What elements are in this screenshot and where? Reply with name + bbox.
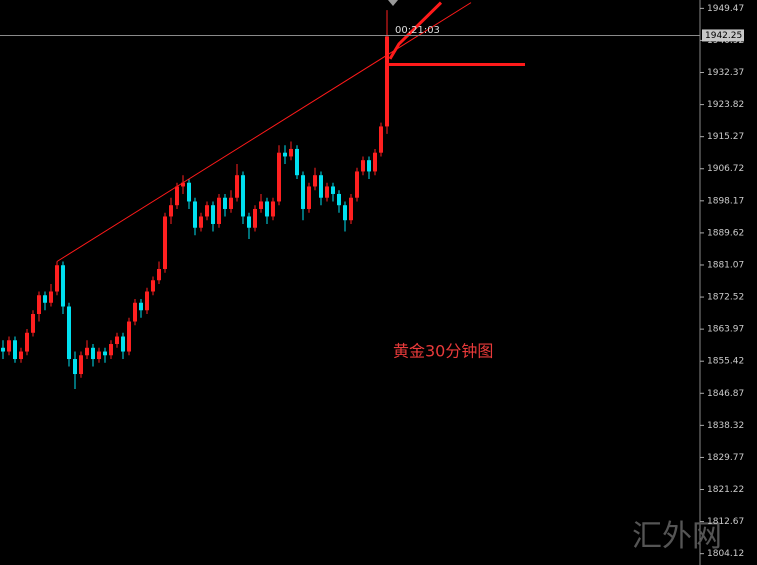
candle-body (187, 182, 191, 202)
candle-body (217, 197, 221, 224)
candle-body (145, 291, 149, 311)
y-tick-label: 1949.47 (707, 4, 744, 14)
candle-body (61, 265, 65, 307)
candle-body (355, 171, 359, 198)
y-tick-label: 1889.62 (707, 228, 744, 238)
arrow-line (388, 1, 443, 60)
candle-body (139, 302, 143, 311)
candle-body (13, 340, 17, 360)
annotation: 黄金30分钟图 (393, 342, 493, 361)
candle-body (85, 347, 89, 356)
candle-body (325, 186, 329, 198)
candle-body (55, 265, 59, 292)
candle-body (169, 205, 173, 217)
y-tick-label: 1855.42 (707, 357, 744, 367)
watermark: 汇外网 (632, 519, 722, 554)
candle-body (271, 201, 275, 217)
candle-body (313, 175, 317, 187)
candle-body (229, 197, 233, 209)
y-tick-label: 1906.72 (707, 164, 744, 174)
time-label: 00:21:03 (395, 25, 440, 36)
candle-body (235, 175, 239, 198)
y-tick-label: 1804.12 (707, 549, 744, 559)
candle-body (253, 208, 257, 228)
candle-body (67, 306, 71, 360)
candle-body (199, 216, 203, 228)
candle-body (157, 268, 161, 281)
y-tick-label: 1932.37 (707, 68, 744, 78)
candle-body (265, 201, 269, 217)
candle-body (121, 336, 125, 352)
candle-body (373, 152, 377, 172)
y-tick-label: 1915.27 (707, 132, 744, 142)
candle-body (385, 36, 389, 127)
candle-body (211, 205, 215, 224)
candle-body (349, 197, 353, 221)
y-tick-label: 1821.22 (707, 485, 744, 495)
candle-body (97, 351, 101, 360)
candle-body (49, 291, 53, 303)
y-tick-label: 1812.67 (707, 517, 744, 527)
y-tick-label: 1829.77 (707, 453, 744, 463)
candle-body (19, 351, 23, 360)
candle-body (283, 152, 287, 157)
candle-body (205, 205, 209, 217)
y-tick-label: 1863.97 (707, 325, 744, 335)
candle-body (367, 160, 371, 172)
y-tick-label: 1838.32 (707, 421, 744, 431)
candle-body (379, 126, 383, 153)
candle-body (1, 347, 5, 352)
candle-body (103, 351, 107, 356)
candle-body (127, 321, 131, 352)
candle-body (43, 295, 47, 303)
candle-body (337, 193, 341, 206)
time-marker (388, 0, 398, 6)
candle-body (301, 175, 305, 209)
candle-body (223, 197, 227, 209)
candle-body (193, 201, 197, 228)
candle-body (319, 175, 323, 198)
candle-body (277, 152, 281, 202)
candle-body (163, 216, 167, 269)
candle-body (241, 175, 245, 217)
candle-body (73, 359, 77, 375)
y-tick-label: 1898.17 (707, 196, 744, 206)
candle-body (181, 182, 185, 187)
candle-body (37, 295, 41, 315)
candle-body (295, 148, 299, 176)
candle-body (151, 280, 155, 292)
candle-body (115, 336, 119, 345)
candle-body (259, 201, 263, 209)
candle-body (7, 340, 11, 352)
y-tick-label: 1881.07 (707, 260, 744, 270)
candle-body (343, 205, 347, 221)
trend-line (56, 2, 472, 262)
y-tick-label: 1846.87 (707, 389, 744, 399)
candle-body (307, 186, 311, 209)
candle-body (133, 302, 137, 322)
price-label: 1942.25 (705, 31, 742, 41)
candle-body (175, 186, 179, 206)
candle-body (109, 344, 113, 356)
candle-body (25, 332, 29, 352)
y-tick-label: 1872.52 (707, 293, 744, 303)
price-label-box (702, 29, 744, 42)
y-tick-label: 1923.82 (707, 100, 744, 110)
candle-body (91, 347, 95, 360)
candle-body (79, 355, 83, 375)
candle-body (331, 186, 335, 194)
candle-body (31, 314, 35, 333)
candle-body (247, 216, 251, 228)
candle-body (361, 160, 365, 172)
candle-body (289, 148, 293, 157)
